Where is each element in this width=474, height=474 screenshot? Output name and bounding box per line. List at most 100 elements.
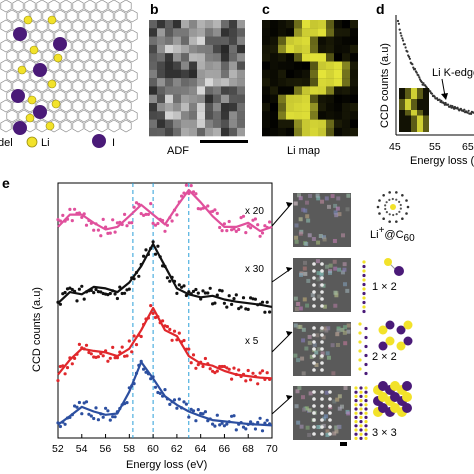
spectrum-point-pink xyxy=(260,231,265,235)
lattice-hexagon xyxy=(12,39,24,53)
li-map-pixel xyxy=(350,20,358,29)
spectrum-fit-red xyxy=(57,306,273,380)
adf-pixel xyxy=(205,36,213,45)
li-map-pixel xyxy=(342,53,350,62)
li-map-pixel xyxy=(278,28,286,37)
cage-atom xyxy=(396,341,406,351)
li-map-pixel xyxy=(350,36,358,45)
lattice-hexagon xyxy=(72,79,84,93)
d-data-point xyxy=(453,107,456,110)
iodine-atom xyxy=(11,89,25,103)
e-x-tick-label: 68 xyxy=(242,443,254,455)
stem-noise xyxy=(303,208,308,213)
adf-pixel xyxy=(237,78,245,87)
spectrum-point-blue xyxy=(253,427,257,431)
spectrum-point-pink xyxy=(246,224,250,228)
spectrum-point-blue xyxy=(258,416,262,420)
d-ylabel: CCD counts (a.u) xyxy=(379,43,391,128)
li-map-pixel xyxy=(278,78,286,87)
adf-pixel xyxy=(205,53,213,62)
li-map-pixel xyxy=(286,78,294,87)
spectrum-point-pink xyxy=(218,225,222,230)
adf-pixel xyxy=(173,69,181,79)
stem-noise xyxy=(345,207,350,212)
c60-atom xyxy=(399,203,402,207)
li-map-pixel xyxy=(270,53,278,62)
stem-noise xyxy=(312,342,317,347)
spectrum-point-red xyxy=(106,359,110,363)
lattice-hexagon xyxy=(18,49,30,63)
column-atom xyxy=(358,367,362,371)
column-atom xyxy=(364,420,368,424)
e-x-tick-label: 70 xyxy=(266,443,278,455)
stem-noise xyxy=(294,307,299,312)
stem-noise xyxy=(334,429,339,434)
lattice-hexagon xyxy=(54,9,66,23)
panel-e-images: 1 × 2 2 × 2 3 × 3 Li+@C60 xyxy=(271,191,415,446)
stem-noise xyxy=(326,326,331,331)
spectrum-point-red xyxy=(58,364,63,369)
column-atom xyxy=(362,278,366,282)
stem-noise xyxy=(306,278,311,283)
adf-pixel xyxy=(149,127,157,137)
d-inset-pixel xyxy=(417,121,423,127)
stem-noise xyxy=(297,386,302,391)
column-atom xyxy=(362,309,366,314)
d-data-point xyxy=(470,112,473,115)
stem-atom-column xyxy=(312,397,316,401)
spectrum-point-red xyxy=(153,315,158,320)
stem-noise xyxy=(298,196,303,201)
scale-bar-b xyxy=(200,140,248,143)
c60-atom xyxy=(385,201,388,204)
lattice-hexagon xyxy=(0,0,12,13)
li-map-pixel xyxy=(278,69,286,79)
spectrum-point-blue xyxy=(232,414,236,418)
adf-pixel xyxy=(189,53,197,62)
li-map-pixel xyxy=(342,69,350,79)
adf-pixel xyxy=(197,20,205,29)
stem-noise xyxy=(301,338,306,343)
d-data-point xyxy=(443,103,446,106)
stem-atom-column xyxy=(328,404,332,408)
adf-pixel xyxy=(189,127,197,137)
adf-pixel xyxy=(197,127,205,137)
column-atom xyxy=(364,428,368,432)
d-data-point xyxy=(456,106,459,109)
stem-noise xyxy=(301,327,306,332)
spectrum-point-black xyxy=(80,284,84,288)
adf-pixel xyxy=(205,86,213,95)
lattice-hexagon xyxy=(96,59,108,73)
lattice-hexagon xyxy=(30,49,42,63)
li-map-pixel xyxy=(326,127,334,137)
stem-noise xyxy=(340,327,345,332)
panel-letter-b: b xyxy=(150,1,159,17)
spectrum-point-pink xyxy=(61,213,65,217)
spectrum-point-red xyxy=(127,339,131,343)
li-map-pixel xyxy=(342,86,350,95)
li-map-pixel xyxy=(302,78,310,87)
column-atom xyxy=(354,432,358,436)
li-map-pixel xyxy=(302,36,310,45)
lattice-hexagon xyxy=(36,19,48,33)
stem-noise xyxy=(317,347,322,352)
spectrum-point-pink xyxy=(215,211,219,215)
lattice-hexagon xyxy=(96,0,108,13)
d-inset-pixel xyxy=(423,110,429,116)
stem-noise xyxy=(333,303,338,308)
adf-pixel xyxy=(149,61,157,70)
lattice-hexagon xyxy=(6,9,18,23)
spectrum-point-red xyxy=(215,369,219,373)
spectrum-point-red xyxy=(187,347,191,351)
spectrum-point-red xyxy=(56,379,60,383)
spectrum-point-pink xyxy=(211,209,215,213)
li-map-pixel xyxy=(302,119,310,128)
spectrum-point-red xyxy=(222,364,226,369)
lattice-hexagon xyxy=(24,0,36,13)
li-map-pixel xyxy=(334,36,342,45)
d-inset-pixel xyxy=(423,104,429,110)
column-atom xyxy=(362,287,366,291)
li-map-pixel xyxy=(350,111,358,120)
spectrum-point-black xyxy=(182,284,186,288)
spectrum-point-pink xyxy=(99,234,103,238)
li-map-pixel xyxy=(294,78,302,87)
